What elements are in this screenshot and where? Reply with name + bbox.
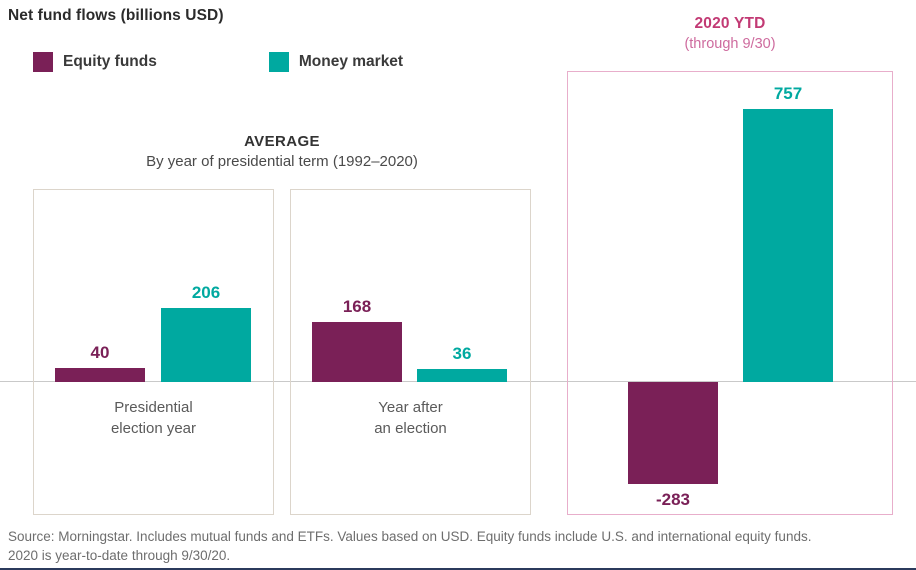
bar-election-year-money-market bbox=[161, 308, 251, 382]
bar-year-after-money-market bbox=[417, 369, 507, 382]
category-label-line: Presidential bbox=[114, 399, 193, 416]
bar-group-ytd-equity: -283 bbox=[628, 0, 718, 570]
chart-title: Net fund flows (billions USD) bbox=[8, 7, 224, 24]
average-header-title: AVERAGE bbox=[244, 133, 320, 150]
bar-group-ytd-money-market: 757 bbox=[743, 0, 833, 570]
bar-group-year-after-money-market: 36 bbox=[417, 0, 507, 570]
average-header: AVERAGE By year of presidential term (19… bbox=[33, 133, 531, 170]
category-label-line: Year after bbox=[378, 399, 443, 416]
legend-swatch-equity-funds bbox=[33, 52, 53, 72]
source-note: Source: Morningstar. Includes mutual fun… bbox=[8, 527, 811, 565]
legend-label-equity-funds: Equity funds bbox=[63, 53, 157, 70]
bar-group-election-year-money-market: 206 bbox=[161, 0, 251, 570]
legend-swatch-money-market bbox=[268, 52, 289, 72]
legend-label-money-market: Money market bbox=[298, 53, 404, 70]
source-note-line2: 2020 is year-to-date through 9/30/20. bbox=[8, 548, 231, 563]
category-label-year-after-election: Year after an election bbox=[290, 397, 531, 439]
value-label-year-after-money-market: 36 bbox=[452, 344, 472, 363]
category-label-line: election year bbox=[110, 420, 197, 437]
bar-year-after-equity bbox=[312, 322, 402, 382]
legend: Equity funds Money market bbox=[33, 52, 403, 72]
bar-election-year-equity bbox=[55, 368, 145, 382]
category-label-presidential-election-year: Presidential election year bbox=[33, 397, 274, 439]
value-label-ytd-money-market: 757 bbox=[773, 84, 803, 103]
value-label-election-year-money-market: 206 bbox=[191, 283, 221, 302]
value-label-election-year-equity: 40 bbox=[90, 343, 110, 362]
footer-rule bbox=[0, 568, 916, 570]
bar-ytd-equity bbox=[628, 382, 718, 484]
panel-2020-ytd bbox=[567, 71, 893, 515]
bar-group-election-year-equity: 40 bbox=[55, 0, 145, 570]
value-label-year-after-equity: 168 bbox=[342, 297, 372, 316]
ytd-header-subtitle: (through 9/30) bbox=[684, 36, 776, 52]
source-note-line1: Source: Morningstar. Includes mutual fun… bbox=[8, 529, 812, 544]
bar-ytd-money-market bbox=[743, 109, 833, 382]
category-label-line: an election bbox=[374, 420, 447, 437]
panel-presidential-election-year bbox=[33, 189, 274, 515]
average-header-subtitle: By year of presidential term (1992–2020) bbox=[146, 153, 418, 170]
ytd-header-title: 2020 YTD bbox=[694, 15, 766, 32]
panel-year-after-election bbox=[290, 189, 531, 515]
bar-group-year-after-equity: 168 bbox=[312, 0, 402, 570]
value-label-ytd-equity: -283 bbox=[655, 490, 691, 509]
ytd-header: 2020 YTD (through 9/30) bbox=[567, 15, 893, 52]
